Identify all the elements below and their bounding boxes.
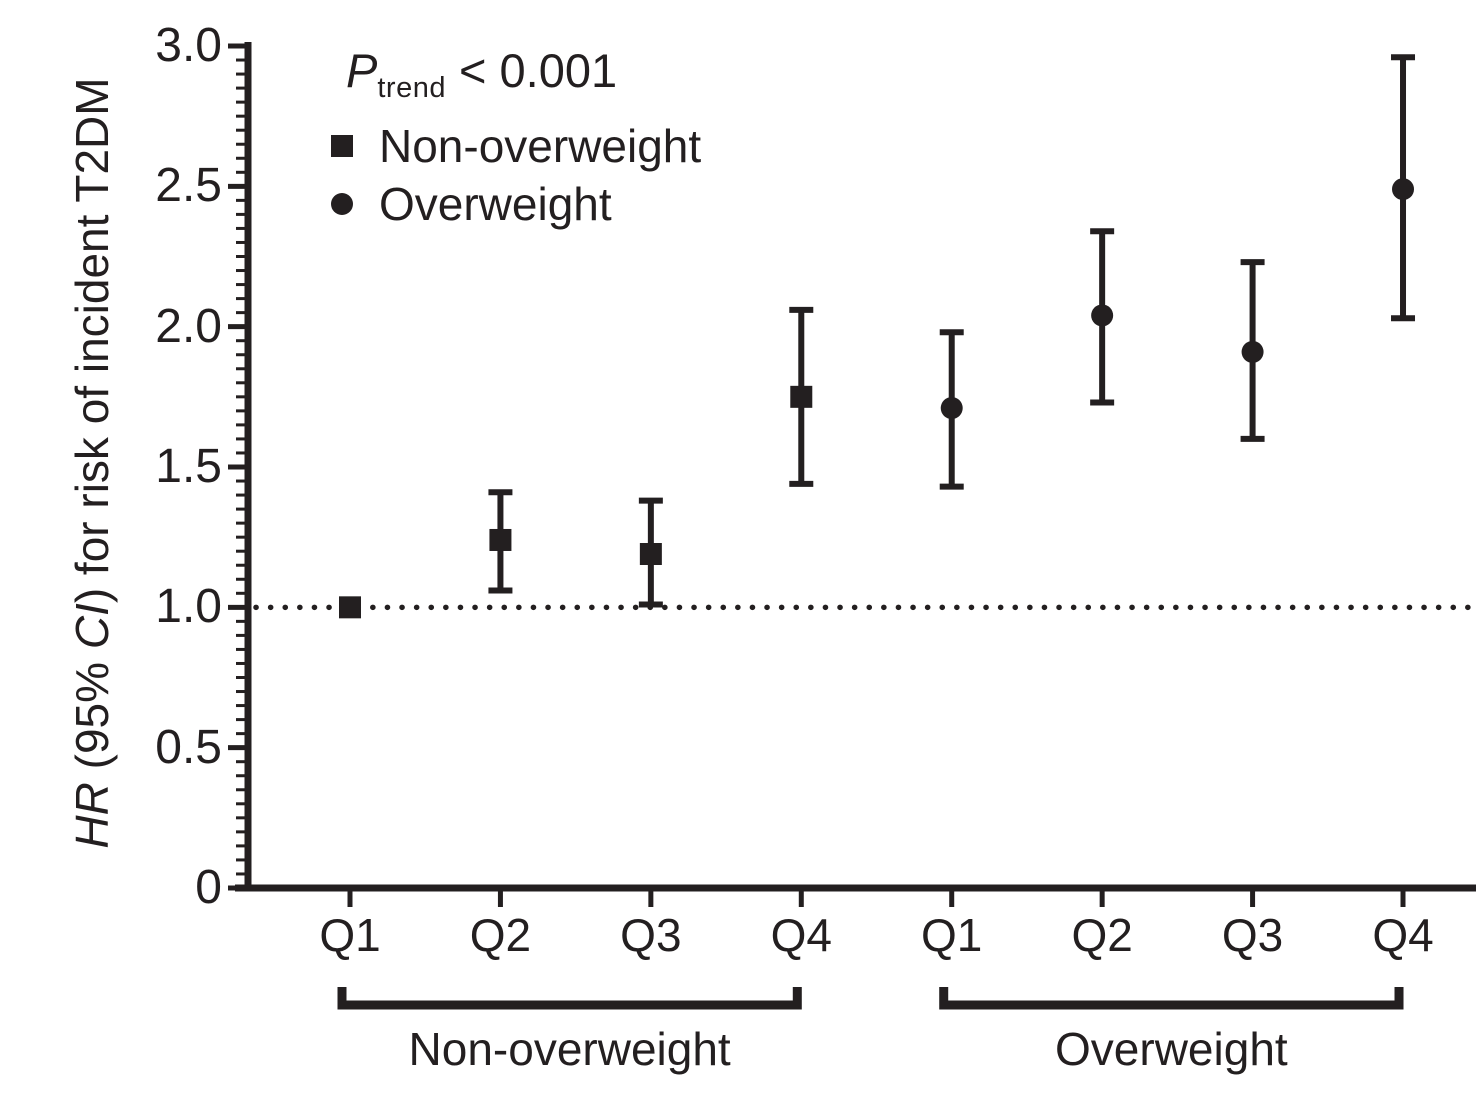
p-subscript: trend xyxy=(377,72,446,104)
x-tick-label: Q3 xyxy=(620,909,682,961)
plot-canvas xyxy=(228,42,1476,1010)
group-bracket xyxy=(939,987,1404,1010)
y-tick-label: 0.5 xyxy=(155,720,222,774)
square-marker-icon xyxy=(331,135,353,157)
p-symbol: P xyxy=(346,44,378,97)
data-point-square xyxy=(639,543,662,566)
legend-label-overweight: Overweight xyxy=(379,178,612,230)
legend-item-overweight: Overweight xyxy=(331,177,612,231)
legend-label-non-overweight: Non-overweight xyxy=(379,120,702,172)
x-tick-label: Q2 xyxy=(469,909,532,961)
y-axis-title-hr: HR xyxy=(66,782,118,849)
legend-item-non-overweight: Non-overweight xyxy=(331,119,701,173)
y-tick-label: 3.0 xyxy=(155,19,222,72)
circle-marker-icon xyxy=(331,193,353,215)
x-tick-label: Q1 xyxy=(921,909,983,961)
y-tick-label: 1.0 xyxy=(155,580,222,634)
p-value-text: < 0.001 xyxy=(445,44,618,97)
y-tick-label: 1.5 xyxy=(155,440,222,493)
x-tick-label: Q1 xyxy=(319,909,381,961)
x-tick-label: Q4 xyxy=(770,909,832,961)
data-point-circle xyxy=(940,397,963,420)
p-trend-annotation: Ptrend < 0.001 xyxy=(346,42,617,117)
data-point-square xyxy=(489,528,512,551)
data-point-circle xyxy=(1392,178,1415,201)
y-tick-label: 2.0 xyxy=(155,299,222,353)
forest-plot-figure: HR (95% CI) for risk of incident T2DM Pt… xyxy=(40,16,1476,1080)
group-label: Non-overweight xyxy=(408,1023,731,1075)
x-tick-label: Q4 xyxy=(1372,909,1434,961)
y-tick-label: 2.5 xyxy=(155,159,222,213)
x-tick-label: Q2 xyxy=(1071,909,1133,961)
group-bracket xyxy=(337,987,802,1010)
data-point-square xyxy=(339,596,361,619)
data-point-circle xyxy=(1241,340,1264,363)
y-tick-label: 0 xyxy=(195,861,222,914)
data-point-circle xyxy=(1091,304,1114,327)
data-point-square xyxy=(790,385,813,408)
group-label: Overweight xyxy=(1055,1023,1288,1075)
x-tick-label: Q3 xyxy=(1221,909,1284,961)
